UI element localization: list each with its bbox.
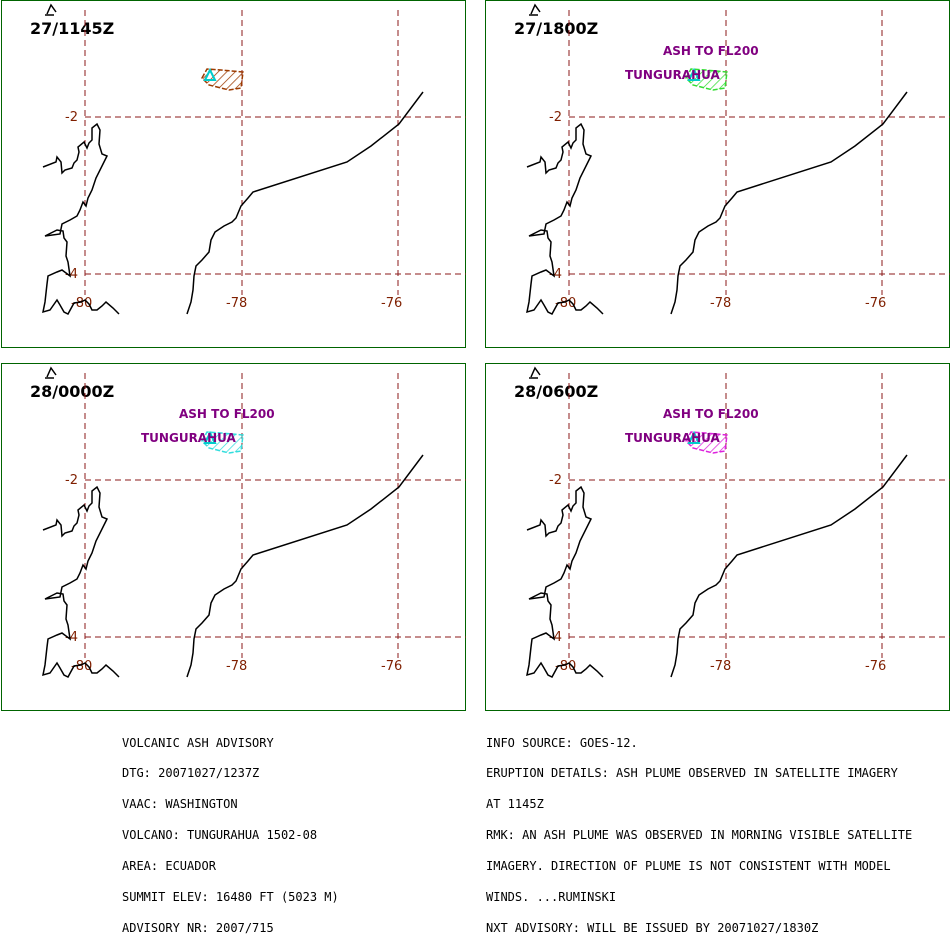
advisory-right-block: INFO SOURCE: GOES-12. ERUPTION DETAILS: … <box>486 717 912 944</box>
coastline <box>526 485 604 678</box>
advisory-line: ADVISORY NR: 2007/715 <box>122 920 274 935</box>
panel-frame <box>1 0 466 348</box>
volcano-marker-icon <box>203 430 217 444</box>
longitude-label: -78 <box>710 659 731 674</box>
latitude-label: -4 <box>65 630 78 645</box>
advisory-line: RMK: AN ASH PLUME WAS OBSERVED IN MORNIN… <box>486 828 913 843</box>
advisory-left-block: VOLCANIC ASH ADVISORY DTG: 20071027/1237… <box>122 717 339 944</box>
ash-height-label: ASH TO FL200 <box>663 44 759 58</box>
north-arrow-icon <box>45 3 57 16</box>
advisory-line: NXT ADVISORY: WILL BE ISSUED BY 20071027… <box>486 920 819 935</box>
advisory-line: INFO SOURCE: GOES-12. <box>486 735 638 750</box>
valid-time-label: 28/0600Z <box>514 382 598 401</box>
advisory-line: VOLCANIC ASH ADVISORY <box>122 735 274 750</box>
volcano-marker-icon <box>687 430 701 444</box>
north-arrow-icon <box>529 366 541 379</box>
latitude-label: -2 <box>65 473 78 488</box>
map-panel-3: 28/0000Z -2 -4 -80 -78 -76 ASH TO FL200 TUNGURA… <box>1 363 481 726</box>
longitude-label: -76 <box>865 659 886 674</box>
coastline <box>42 122 120 315</box>
map-panel-1: 27/1145Z -2 -4 -80 -78 -76 <box>1 0 481 363</box>
volcano-name-label: TUNGURAHUA <box>625 68 721 82</box>
border-line <box>186 454 424 678</box>
latitude-label: -4 <box>549 267 562 282</box>
border-line <box>670 454 908 678</box>
map-panel-4: 28/0600Z -2 -4 -80 -78 -76 ASH TO FL200 TUNGURA… <box>485 363 950 726</box>
longitude-label: -76 <box>381 296 402 311</box>
longitude-label: -78 <box>710 296 731 311</box>
advisory-line: DTG: 20071027/1237Z <box>122 766 260 781</box>
latitude-label: -4 <box>549 630 562 645</box>
latitude-label: -2 <box>549 473 562 488</box>
volcano-marker-icon <box>203 67 217 81</box>
volcano-marker-icon <box>687 67 701 81</box>
coastline <box>42 485 120 678</box>
map-panel-2: 27/1800Z -2 -4 -80 -78 -76 ASH TO FL200 TUNGURA… <box>485 0 950 363</box>
advisory-line: IMAGERY. DIRECTION OF PLUME IS NOT CONSI… <box>486 859 891 874</box>
north-arrow-icon <box>45 366 57 379</box>
coastline <box>526 122 604 315</box>
longitude-label: -78 <box>226 296 247 311</box>
longitude-label: -80 <box>71 659 92 674</box>
valid-time-label: 28/0000Z <box>30 382 114 401</box>
ash-height-label: ASH TO FL200 <box>663 407 759 421</box>
advisory-line: AREA: ECUADOR <box>122 859 216 874</box>
longitude-label: -78 <box>226 659 247 674</box>
advisory-line: VAAC: WASHINGTON <box>122 797 238 812</box>
valid-time-label: 27/1800Z <box>514 19 598 38</box>
latitude-label: -2 <box>65 110 78 125</box>
longitude-label: -76 <box>381 659 402 674</box>
volcano-name-label: TUNGURAHUA <box>141 431 237 445</box>
latitude-label: -2 <box>549 110 562 125</box>
advisory-line: AT 1145Z <box>486 797 544 812</box>
border-line <box>670 91 908 315</box>
longitude-label: -80 <box>555 659 576 674</box>
longitude-label: -76 <box>865 296 886 311</box>
north-arrow-icon <box>529 3 541 16</box>
longitude-label: -80 <box>71 296 92 311</box>
advisory-line: WINDS. ...RUMINSKI <box>486 890 617 905</box>
advisory-line: VOLCANO: TUNGURAHUA 1502-08 <box>122 828 318 843</box>
longitude-label: -80 <box>555 296 576 311</box>
advisory-line: ERUPTION DETAILS: ASH PLUME OBSERVED IN … <box>486 766 898 781</box>
border-line <box>186 91 424 315</box>
ash-height-label: ASH TO FL200 <box>179 407 275 421</box>
latitude-label: -4 <box>65 267 78 282</box>
advisory-line: SUMMIT ELEV: 16480 FT (5023 M) <box>122 890 339 905</box>
volcano-name-label: TUNGURAHUA <box>625 431 721 445</box>
panel-frame <box>1 363 466 711</box>
valid-time-label: 27/1145Z <box>30 19 114 38</box>
